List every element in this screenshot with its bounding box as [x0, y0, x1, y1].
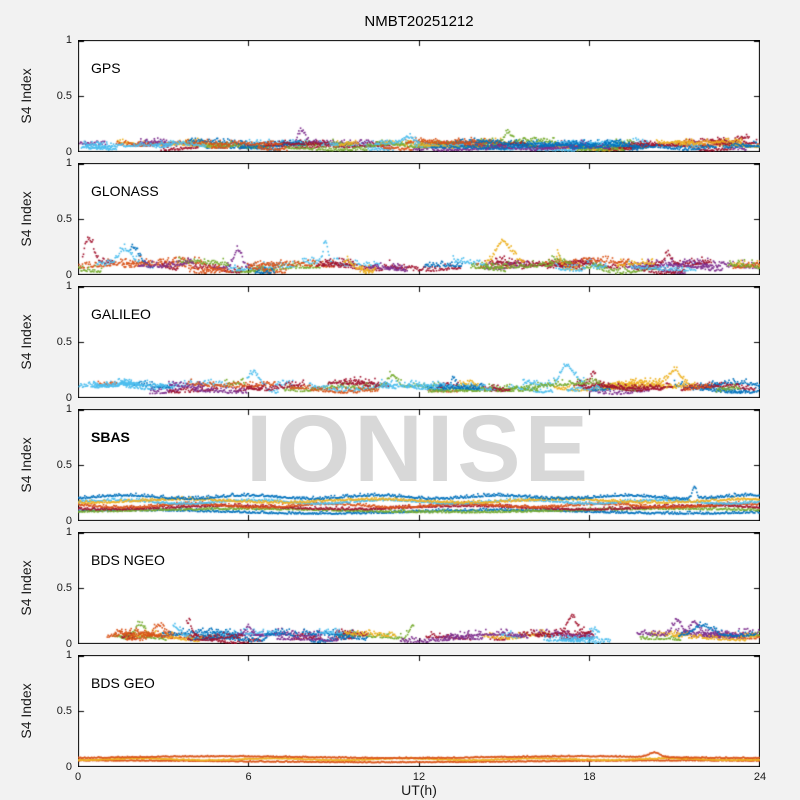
plot-area-glonass: GLONASS	[78, 163, 760, 275]
panel-gps: S4 Index 1 0.5 0 GPS	[18, 34, 760, 158]
y-tick-label: 0.5	[56, 336, 72, 348]
sbas-scatter-canvas	[78, 409, 760, 521]
y-tick-label: 1	[65, 34, 72, 46]
panel-galileo: S4 Index 1 0.5 0 GALILEO	[18, 280, 760, 404]
y-tick-label: 0	[65, 638, 72, 650]
x-tick-label: 18	[583, 771, 596, 783]
y-tick-label: 1	[65, 403, 72, 415]
x-tick-label: 0	[74, 771, 82, 783]
bds-ngeo-scatter-canvas	[78, 532, 760, 644]
y-tick-label: 0.5	[56, 213, 72, 225]
panel-sbas: S4 Index 1 0.5 0 SBAS	[18, 403, 760, 527]
x-axis-label: UT(h)	[401, 782, 437, 798]
y-tick-label: 0.5	[56, 705, 72, 717]
y-axis-label: S4 Index	[18, 314, 34, 370]
y-tick-label: 1	[65, 526, 72, 538]
y-tick-label: 1	[65, 280, 72, 292]
panel-title-gps: GPS	[91, 60, 121, 76]
y-tick-label: 0.5	[56, 582, 72, 594]
y-tick-label: 1	[65, 649, 72, 661]
x-tick-label: 24	[753, 771, 767, 783]
plot-area-bds-geo: BDS GEO	[78, 655, 760, 767]
plot-area-sbas: SBAS	[78, 409, 760, 521]
y-tick-label: 0	[65, 269, 72, 281]
panel-title-sbas: SBAS	[91, 429, 130, 445]
y-tick-label: 0	[65, 761, 72, 773]
figure-title: NMBT20251212	[364, 13, 474, 30]
y-axis-label: S4 Index	[18, 683, 34, 739]
bds-geo-scatter-canvas	[78, 655, 760, 767]
y-tick-label: 1	[65, 157, 72, 169]
x-tick-label: 6	[245, 771, 252, 783]
y-axis-label: S4 Index	[18, 560, 34, 616]
y-tick-label: 0.5	[56, 90, 72, 102]
panel-bds-geo: S4 Index 1 0.5 0 BDS GEO	[18, 649, 760, 773]
panel-title-galileo: GALILEO	[91, 306, 151, 322]
plot-area-gps: GPS	[78, 40, 760, 152]
panel-glonass: S4 Index 1 0.5 0 GLONASS	[18, 157, 760, 281]
y-tick-label: 0.5	[56, 459, 72, 471]
y-axis-label: S4 Index	[18, 191, 34, 247]
panel-bds-ngeo: S4 Index 1 0.5 0 BDS NGEO	[18, 526, 760, 650]
galileo-scatter-canvas	[78, 286, 760, 398]
y-tick-label: 0	[65, 146, 72, 158]
panel-title-bds-geo: BDS GEO	[91, 675, 155, 691]
y-axis-label: S4 Index	[18, 68, 34, 124]
panel-title-bds-ngeo: BDS NGEO	[91, 552, 165, 568]
y-tick-label: 0	[65, 392, 72, 404]
y-axis-label: S4 Index	[18, 437, 34, 493]
plot-area-galileo: GALILEO	[78, 286, 760, 398]
glonass-scatter-canvas	[78, 163, 760, 275]
y-tick-label: 0	[65, 515, 72, 527]
plot-area-bds-ngeo: BDS NGEO	[78, 532, 760, 644]
x-tick-label: 12	[412, 771, 426, 783]
panel-title-glonass: GLONASS	[91, 183, 159, 199]
gps-scatter-canvas	[78, 40, 760, 152]
